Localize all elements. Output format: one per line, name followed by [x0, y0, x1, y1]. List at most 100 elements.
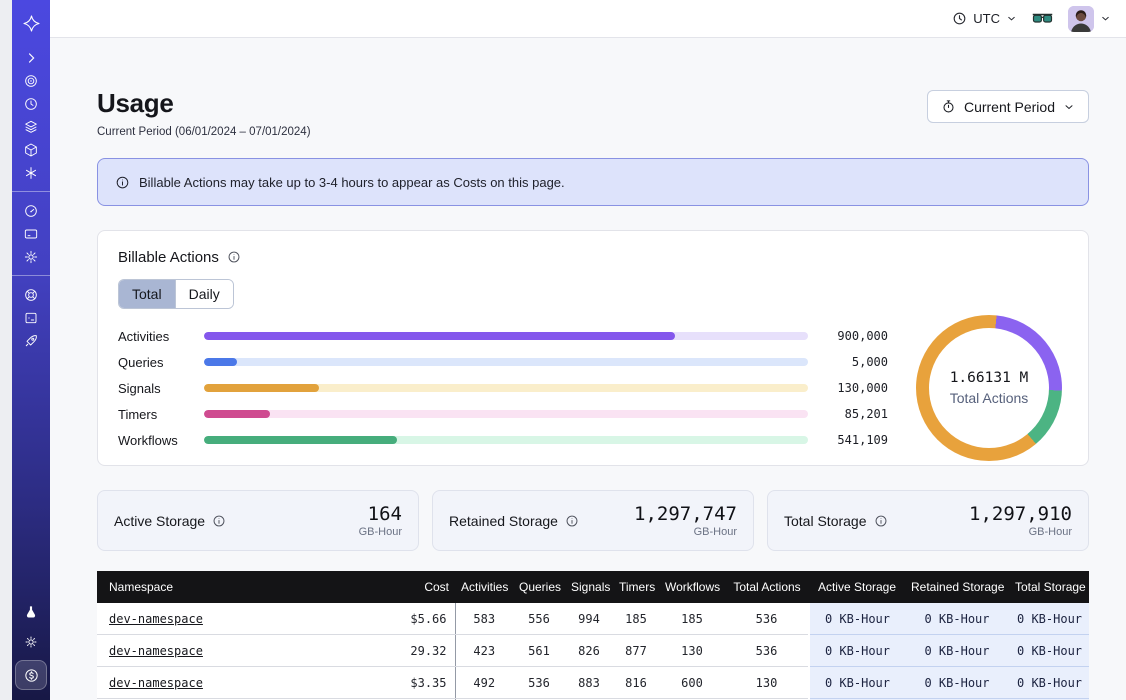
sidebar-item-docs[interactable] [17, 306, 45, 329]
col-total-actions: Total Actions [725, 571, 809, 603]
timezone-selector[interactable]: UTC [952, 11, 1017, 26]
active-storage-card: Active Storage 164 GB-Hour [97, 490, 419, 551]
storage-card-value: 1,297,910 [969, 502, 1072, 525]
table-row-partial [97, 698, 1089, 700]
bar-label: Timers [118, 406, 158, 422]
tab-total[interactable]: Total [119, 280, 176, 308]
table-header-row: Namespace Cost Activities Queries Signal… [97, 571, 1089, 603]
namespace-link[interactable]: dev-namespace [109, 611, 203, 626]
feedback-glasses-icon[interactable] [1032, 12, 1053, 26]
cell-workflows: 600 [659, 666, 725, 699]
col-activities: Activities [455, 571, 513, 603]
info-icon[interactable] [212, 514, 226, 528]
info-banner: Billable Actions may take up to 3-4 hour… [97, 158, 1089, 206]
info-icon[interactable] [874, 514, 888, 528]
sidebar-item-usage-billing-active[interactable] [15, 660, 47, 690]
bar-fill-queries [204, 358, 238, 366]
col-retained-storage: Retained Storage [905, 571, 1009, 603]
chart-row: Activities 900,000 [118, 323, 888, 349]
labs-icon[interactable] [17, 600, 45, 623]
period-selector-button[interactable]: Current Period [926, 90, 1089, 123]
namespace-link[interactable]: dev-namespace [109, 643, 203, 658]
sidebar-collapse-button[interactable] [17, 46, 45, 69]
storage-card-value: 164 [367, 502, 402, 525]
chart-row: Signals 130,000 [118, 375, 888, 401]
sidebar-item-usage[interactable] [17, 199, 45, 222]
chart-row: Workflows 541,109 [118, 427, 888, 453]
cell-retained-storage: 0 KB-Hour [905, 666, 1009, 699]
cell-total-actions: 130 [725, 666, 809, 699]
cell-timers: 816 [613, 666, 659, 699]
namespace-link[interactable]: dev-namespace [109, 675, 203, 690]
cell-queries: 536 [513, 666, 565, 699]
bar-track [204, 332, 808, 340]
sidebar-item-workflows[interactable] [17, 69, 45, 92]
timezone-label: UTC [973, 11, 1000, 26]
account-menu[interactable] [1068, 5, 1111, 32]
chevron-down-icon [1008, 16, 1015, 21]
sidebar-item-support[interactable] [17, 283, 45, 306]
bar-value: 541,109 [837, 433, 888, 447]
info-icon[interactable] [227, 250, 241, 264]
bar-label: Workflows [118, 432, 178, 448]
col-signals: Signals [565, 571, 613, 603]
donut-total-label: Total Actions [949, 390, 1029, 406]
bar-track [204, 436, 808, 444]
cell-cost: $3.35 [385, 666, 456, 699]
bar-track [204, 410, 808, 418]
cell-timers: 877 [613, 634, 659, 667]
page-title: Usage [97, 88, 174, 118]
bar-fill-timers [204, 410, 271, 418]
sidebar-item-deployments[interactable] [17, 138, 45, 161]
bar-value: 900,000 [837, 329, 888, 343]
storage-card-label: Active Storage [114, 512, 206, 529]
col-total-storage: Total Storage [1009, 571, 1089, 603]
cell-signals: 826 [565, 634, 613, 667]
storage-card-label: Total Storage [784, 512, 867, 529]
total-actions-donut: 1.66131 M Total Actions [916, 315, 1062, 461]
cell-retained-storage: 0 KB-Hour [905, 603, 1009, 635]
bar-value: 5,000 [851, 355, 888, 369]
chart-row: Queries 5,000 [118, 349, 888, 375]
cell-activities: 583 [455, 603, 513, 635]
theme-toggle-icon[interactable] [17, 630, 45, 653]
bar-value: 85,201 [844, 407, 888, 421]
billable-actions-card: Billable Actions Total Daily Activities … [97, 230, 1089, 466]
chart-row: Timers 85,201 [118, 401, 888, 427]
sidebar [12, 0, 50, 700]
content: Usage Current Period (06/01/2024 – 07/01… [50, 38, 1126, 700]
sidebar-item-billing[interactable] [17, 222, 45, 245]
info-icon[interactable] [565, 514, 579, 528]
table-row: dev-namespace $3.35 492 536 883 816 600 … [97, 666, 1089, 699]
sidebar-item-nexus[interactable] [17, 161, 45, 184]
bar-label: Signals [118, 380, 161, 396]
cell-active-storage: 0 KB-Hour [808, 634, 905, 667]
page-subtitle: Current Period (06/01/2024 – 07/01/2024) [97, 126, 311, 138]
info-icon [116, 176, 129, 188]
cell-signals: 994 [565, 603, 613, 635]
table-row: dev-namespace 29.32 423 561 826 877 130 … [97, 634, 1089, 667]
cell-queries: 556 [513, 603, 565, 635]
cell-total-actions: 536 [725, 634, 809, 667]
sidebar-item-getting-started[interactable] [17, 329, 45, 352]
storage-card-unit: GB-Hour [693, 525, 737, 538]
cell-queries: 561 [513, 634, 565, 667]
sidebar-item-settings[interactable] [17, 245, 45, 268]
chevron-down-icon [1102, 16, 1109, 21]
sidebar-item-namespaces[interactable] [17, 115, 45, 138]
bar-track [204, 358, 808, 366]
bar-track [204, 384, 808, 392]
logo-icon [17, 8, 45, 38]
cell-signals: 883 [565, 666, 613, 699]
storage-card-value: 1,297,747 [634, 502, 737, 525]
tab-daily[interactable]: Daily [175, 280, 233, 308]
avatar[interactable] [1068, 5, 1094, 32]
cell-total-actions: 536 [725, 603, 809, 635]
sidebar-item-schedules[interactable] [17, 92, 45, 115]
cell-active-storage: 0 KB-Hour [808, 603, 905, 635]
stopwatch-icon [943, 100, 954, 113]
storage-card-unit: GB-Hour [358, 525, 402, 538]
cell-activities: 423 [455, 634, 513, 667]
billable-view-tabs: Total Daily [118, 279, 234, 309]
cell-retained-storage: 0 KB-Hour [905, 634, 1009, 667]
